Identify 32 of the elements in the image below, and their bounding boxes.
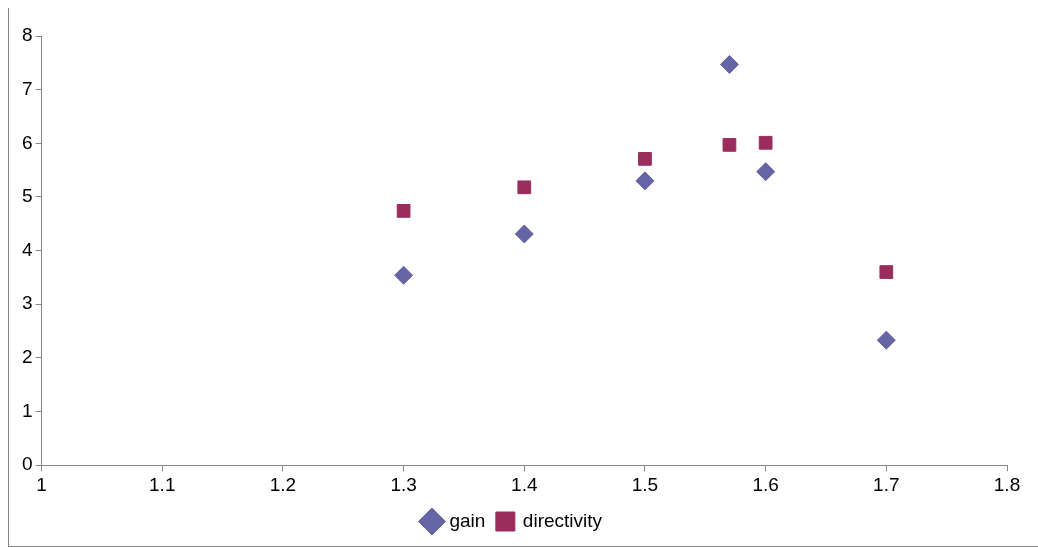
legend-label: directivity [522, 509, 603, 531]
x-tick-label: 1.1 [149, 473, 176, 495]
point [719, 54, 739, 74]
point [514, 224, 534, 244]
point [394, 265, 414, 285]
legend-label: gain [449, 509, 486, 531]
point [396, 204, 411, 218]
y-tick-label: 3 [21, 292, 33, 314]
x-tick-label: 1.8 [993, 473, 1021, 495]
x-tick-label: 1.7 [873, 473, 900, 495]
y-tick-label: 7 [21, 77, 33, 99]
point [879, 265, 894, 279]
y-tick-label: 2 [21, 346, 33, 368]
point [756, 162, 776, 182]
point [635, 171, 655, 191]
x-tick-label: 1 [36, 473, 47, 495]
y-tick-label: 0 [21, 453, 33, 475]
point [722, 138, 737, 152]
x-tick-label: 1.4 [511, 473, 538, 495]
y-tick-label: 5 [21, 185, 33, 207]
x-tick-label: 1.3 [390, 473, 417, 495]
x-tick-label: 1.6 [752, 473, 779, 495]
x-tick-label: 1.2 [269, 473, 297, 495]
point [517, 180, 532, 195]
x-tick-label: 1.5 [631, 473, 659, 495]
point [758, 135, 773, 150]
point [638, 152, 652, 166]
y-tick-label: 8 [21, 24, 33, 46]
y-tick-label: 1 [21, 399, 33, 421]
y-tick-label: 6 [21, 131, 33, 153]
point [876, 330, 896, 350]
y-tick-label: 4 [21, 238, 33, 260]
